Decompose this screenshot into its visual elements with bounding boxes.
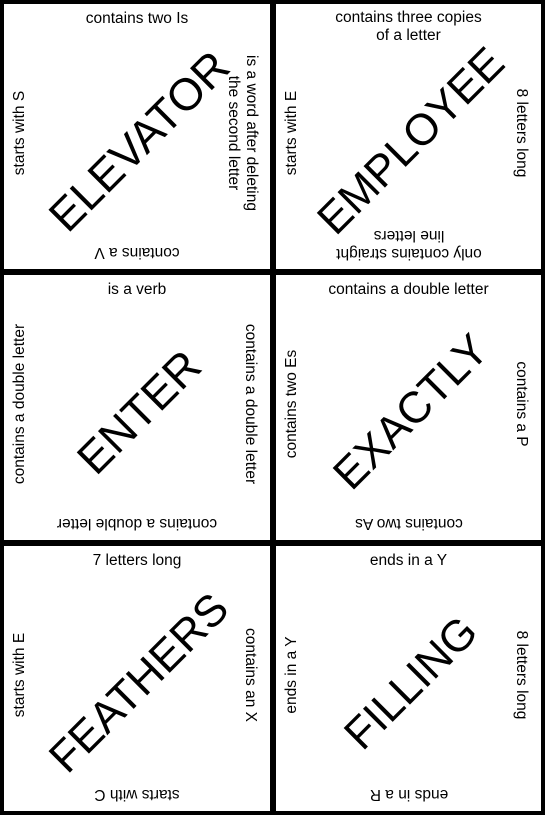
clue-left: starts with S — [11, 90, 28, 175]
tile-exactly[interactable]: contains a double letter contains two As c… — [276, 275, 541, 540]
tile-word: FEATHERS — [39, 583, 239, 782]
tile-enter[interactable]: is a verb contains a double letter contain… — [4, 275, 270, 540]
clue-left: starts with E — [11, 632, 28, 717]
tile-word: ELEVATOR — [38, 40, 240, 241]
clue-bottom: starts with C — [94, 786, 180, 803]
clue-top: is a verb — [107, 281, 167, 298]
clue-right: 8 letters long — [513, 630, 530, 719]
tile-word: ENTER — [67, 339, 211, 484]
clue-right: contains a double letter — [242, 323, 259, 484]
clue-right: contains a P — [513, 360, 530, 447]
tile-employee[interactable]: contains three copies of a letter only con… — [276, 4, 541, 269]
tile-filling[interactable]: ends in a Y ends in a R 8 letters long ends… — [276, 546, 541, 811]
tile-word: EXACTLY — [323, 324, 498, 499]
clue-top: 7 letters long — [92, 552, 182, 569]
clue-top: contains a double letter — [328, 281, 489, 298]
clue-right: contains an X — [242, 627, 259, 722]
tile-word: EMPLOYEE — [307, 37, 514, 244]
clue-left: starts with E — [283, 90, 300, 175]
clue-left: contains a double letter — [11, 323, 28, 484]
clue-bottom: only contains straight line letters — [335, 227, 482, 262]
tile-word: FILLING — [334, 606, 487, 759]
tile-feathers[interactable]: 7 letters long starts with C contains an X… — [4, 546, 270, 811]
clue-bottom: contains a double letter — [56, 515, 218, 532]
clue-left: contains two Es — [283, 349, 300, 458]
clue-bottom: ends in a R — [369, 786, 448, 803]
clue-top: ends in a Y — [369, 552, 448, 569]
clue-right: 8 letters long — [513, 88, 530, 177]
clue-top: contains two Is — [85, 10, 189, 27]
clue-top: contains three copies of a letter — [335, 9, 482, 44]
clue-left: ends in a Y — [283, 635, 300, 714]
clue-bottom: contains a V — [94, 244, 180, 261]
clue-bottom: contains two As — [354, 515, 463, 532]
